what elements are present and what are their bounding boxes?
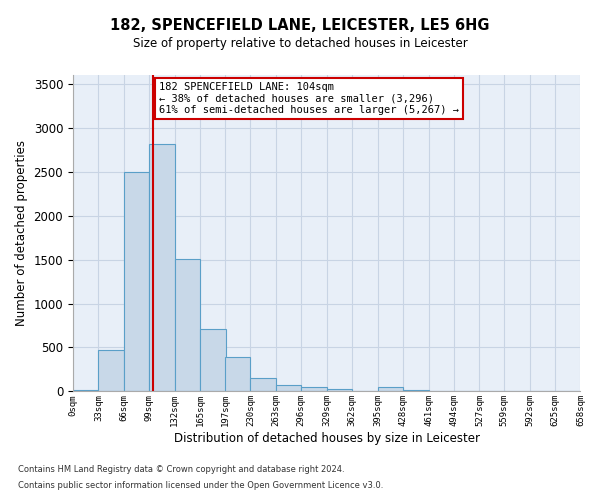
Bar bbox=[149, 144, 175, 392]
Text: Contains public sector information licensed under the Open Government Licence v3: Contains public sector information licen… bbox=[18, 480, 383, 490]
Bar bbox=[124, 172, 149, 392]
Bar bbox=[377, 387, 403, 392]
Bar bbox=[327, 389, 352, 392]
Text: 182 SPENCEFIELD LANE: 104sqm
← 38% of detached houses are smaller (3,296)
61% of: 182 SPENCEFIELD LANE: 104sqm ← 38% of de… bbox=[160, 82, 460, 115]
Bar bbox=[403, 390, 428, 392]
Bar bbox=[276, 386, 301, 392]
X-axis label: Distribution of detached houses by size in Leicester: Distribution of detached houses by size … bbox=[174, 432, 480, 445]
Bar bbox=[225, 357, 250, 392]
Text: Contains HM Land Registry data © Crown copyright and database right 2024.: Contains HM Land Registry data © Crown c… bbox=[18, 466, 344, 474]
Bar bbox=[73, 390, 98, 392]
Bar bbox=[250, 378, 276, 392]
Bar bbox=[98, 350, 124, 392]
Text: 182, SPENCEFIELD LANE, LEICESTER, LE5 6HG: 182, SPENCEFIELD LANE, LEICESTER, LE5 6H… bbox=[110, 18, 490, 32]
Text: Size of property relative to detached houses in Leicester: Size of property relative to detached ho… bbox=[133, 38, 467, 51]
Bar bbox=[301, 387, 327, 392]
Bar bbox=[175, 258, 200, 392]
Y-axis label: Number of detached properties: Number of detached properties bbox=[15, 140, 28, 326]
Bar bbox=[200, 329, 226, 392]
